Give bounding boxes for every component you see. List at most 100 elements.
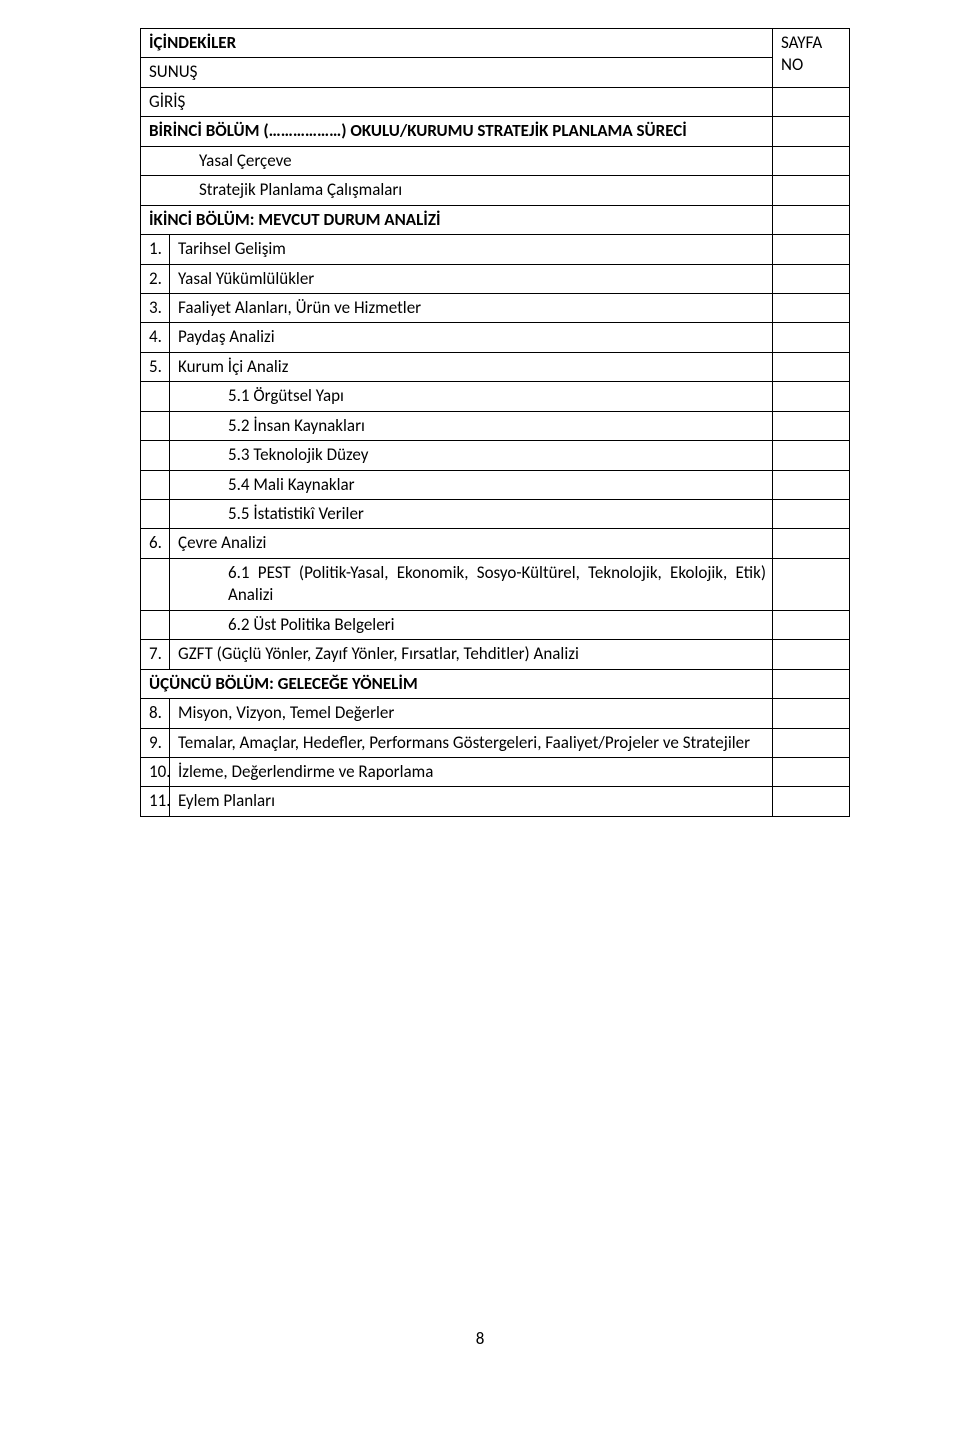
row-text: Eylem Planları	[170, 787, 773, 816]
table-row: ÜÇÜNCÜ BÖLÜM: GELECEĞE YÖNELİM	[141, 669, 850, 698]
row-num: 5.	[141, 352, 170, 381]
row-text: Kurum İçi Analiz	[170, 352, 773, 381]
row-num	[141, 500, 170, 529]
toc-title: İÇİNDEKİLER	[141, 29, 773, 58]
table-row: Yasal Çerçeve	[141, 146, 850, 175]
page-col-line2: NO	[781, 54, 803, 75]
row-sunus: SUNUŞ	[141, 58, 773, 87]
row-giris: GİRİŞ	[141, 87, 773, 116]
row-num: 3.	[141, 293, 170, 322]
row-bolum1: BİRİNCİ BÖLÜM (………………) OKULU/KURUMU STRA…	[141, 117, 773, 146]
table-row: 6.2 Üst Politika Belgeleri	[141, 610, 850, 639]
table-row: 7. GZFT (Güçlü Yönler, Zayıf Yönler, Fır…	[141, 640, 850, 669]
page-cell	[773, 699, 850, 728]
row-bolum3: ÜÇÜNCÜ BÖLÜM: GELECEĞE YÖNELİM	[141, 669, 773, 698]
page-cell	[773, 87, 850, 116]
page-cell	[773, 441, 850, 470]
table-row: Stratejik Planlama Çalışmaları	[141, 176, 850, 205]
table-row: 5.3 Teknolojik Düzey	[141, 441, 850, 470]
page-cell	[773, 264, 850, 293]
table-row: 4. Paydaş Analizi	[141, 323, 850, 352]
row-text: 5.3 Teknolojik Düzey	[170, 441, 773, 470]
row-text: Tarihsel Gelişim	[170, 235, 773, 264]
row-bolum2: İKİNCİ BÖLÜM: MEVCUT DURUM ANALİZİ	[141, 205, 773, 234]
row-num	[141, 411, 170, 440]
page-cell	[773, 728, 850, 757]
page-cell	[773, 293, 850, 322]
row-text: 5.1 Örgütsel Yapı	[170, 382, 773, 411]
row-num: 1.	[141, 235, 170, 264]
row-num: 11.	[141, 787, 170, 816]
row-text: Faaliyet Alanları, Ürün ve Hizmetler	[170, 293, 773, 322]
page-col-line1: SAYFA	[781, 32, 822, 53]
page-cell	[773, 787, 850, 816]
row-num	[141, 441, 170, 470]
table-row: 5.2 İnsan Kaynakları	[141, 411, 850, 440]
row-text: Paydaş Analizi	[170, 323, 773, 352]
row-text: Misyon, Vizyon, Temel Değerler	[170, 699, 773, 728]
page-cell	[773, 669, 850, 698]
row-text: Temalar, Amaçlar, Hedefler, Performans G…	[170, 728, 773, 757]
row-num: 7.	[141, 640, 170, 669]
row-text: 5.5 İstatistikî Veriler	[170, 500, 773, 529]
row-num: 4.	[141, 323, 170, 352]
row-stratejik-planlama: Stratejik Planlama Çalışmaları	[141, 176, 773, 205]
page-cell	[773, 352, 850, 381]
row-num	[141, 470, 170, 499]
table-row: 8. Misyon, Vizyon, Temel Değerler	[141, 699, 850, 728]
row-text: 5.2 İnsan Kaynakları	[170, 411, 773, 440]
row-text: Yasal Yükümlülükler	[170, 264, 773, 293]
row-num: 10.	[141, 757, 170, 786]
row-text: 6.2 Üst Politika Belgeleri	[170, 610, 773, 639]
table-row: 5. Kurum İçi Analiz	[141, 352, 850, 381]
row-num: 9.	[141, 728, 170, 757]
row-num	[141, 382, 170, 411]
row-text: GZFT (Güçlü Yönler, Zayıf Yönler, Fırsat…	[170, 640, 773, 669]
table-row: 6.1 PEST (Politik-Yasal, Ekonomik, Sosyo…	[141, 558, 850, 610]
table-row: İKİNCİ BÖLÜM: MEVCUT DURUM ANALİZİ	[141, 205, 850, 234]
page-cell	[773, 146, 850, 175]
page-cell	[773, 117, 850, 146]
page-col-header: SAYFA NO	[773, 29, 850, 88]
row-text: 6.1 PEST (Politik-Yasal, Ekonomik, Sosyo…	[170, 558, 773, 610]
page-cell	[773, 529, 850, 558]
row-yasal-cerceve: Yasal Çerçeve	[141, 146, 773, 175]
document-page: İÇİNDEKİLER SAYFA NO SUNUŞ GİRİŞ BİRİNCİ…	[0, 0, 960, 1435]
page-cell	[773, 640, 850, 669]
page-cell	[773, 500, 850, 529]
table-row: GİRİŞ	[141, 87, 850, 116]
page-cell	[773, 411, 850, 440]
page-cell	[773, 610, 850, 639]
row-text: 5.4 Mali Kaynaklar	[170, 470, 773, 499]
page-cell	[773, 205, 850, 234]
row-text: İzleme, Değerlendirme ve Raporlama	[170, 757, 773, 786]
page-number: 8	[0, 1328, 960, 1349]
page-cell	[773, 323, 850, 352]
page-cell	[773, 176, 850, 205]
toc-header-row: İÇİNDEKİLER SAYFA NO	[141, 29, 850, 58]
table-row: 3. Faaliyet Alanları, Ürün ve Hizmetler	[141, 293, 850, 322]
table-row: 6. Çevre Analizi	[141, 529, 850, 558]
table-row: 5.1 Örgütsel Yapı	[141, 382, 850, 411]
row-num	[141, 558, 170, 610]
table-row: BİRİNCİ BÖLÜM (………………) OKULU/KURUMU STRA…	[141, 117, 850, 146]
page-cell	[773, 558, 850, 610]
row-num	[141, 610, 170, 639]
row-text: Çevre Analizi	[170, 529, 773, 558]
table-row: 5.4 Mali Kaynaklar	[141, 470, 850, 499]
row-num: 2.	[141, 264, 170, 293]
table-row: 2. Yasal Yükümlülükler	[141, 264, 850, 293]
page-cell	[773, 757, 850, 786]
table-row: 5.5 İstatistikî Veriler	[141, 500, 850, 529]
page-cell	[773, 470, 850, 499]
table-row: SUNUŞ	[141, 58, 850, 87]
table-row: 11. Eylem Planları	[141, 787, 850, 816]
page-cell	[773, 382, 850, 411]
row-num: 8.	[141, 699, 170, 728]
table-row: 9. Temalar, Amaçlar, Hedefler, Performan…	[141, 728, 850, 757]
table-row: 10. İzleme, Değerlendirme ve Raporlama	[141, 757, 850, 786]
table-row: 1. Tarihsel Gelişim	[141, 235, 850, 264]
page-cell	[773, 235, 850, 264]
toc-table: İÇİNDEKİLER SAYFA NO SUNUŞ GİRİŞ BİRİNCİ…	[140, 28, 850, 817]
row-num: 6.	[141, 529, 170, 558]
